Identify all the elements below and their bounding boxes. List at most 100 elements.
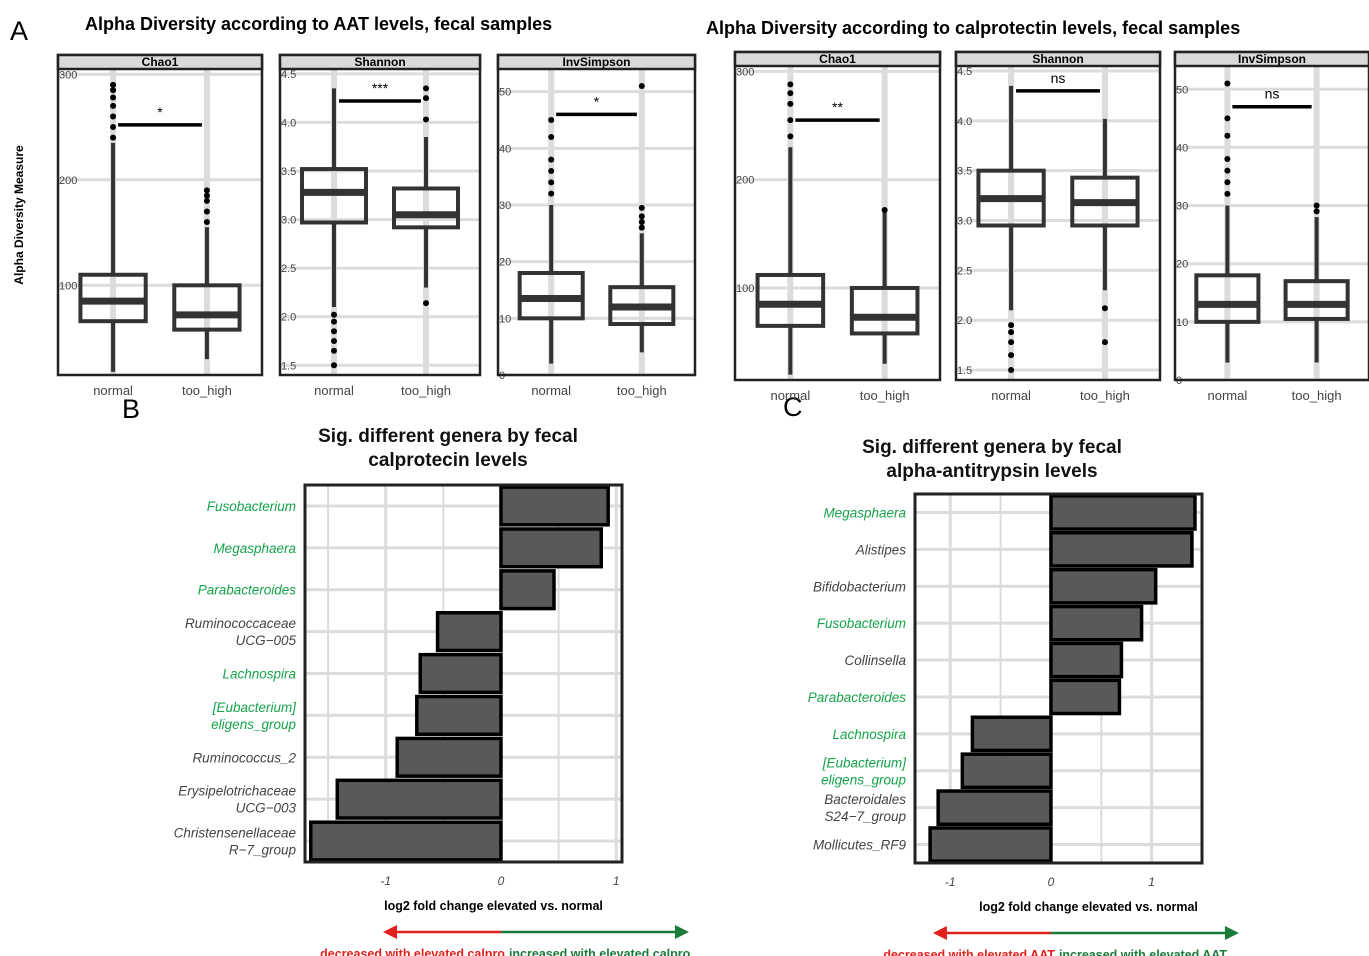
bar bbox=[1049, 494, 1197, 531]
outlier-point bbox=[548, 190, 555, 197]
outlier-point bbox=[548, 156, 555, 163]
outlier-point bbox=[331, 362, 337, 369]
category-label: Ruminococcus_2 bbox=[192, 750, 296, 765]
y-tick-label: 3.0 bbox=[957, 216, 972, 228]
category-label: Lachnospira bbox=[832, 727, 906, 742]
facet-strip bbox=[56, 53, 264, 71]
outlier-point bbox=[110, 94, 117, 101]
y-tick-label: 10 bbox=[499, 313, 511, 325]
bar bbox=[395, 736, 503, 778]
alpha-ylabel: Alpha Diversity Measure bbox=[12, 145, 26, 285]
bar bbox=[335, 778, 503, 820]
outlier-point bbox=[1224, 80, 1231, 87]
x-axis-label: log2 fold change elevated vs. normal bbox=[384, 899, 603, 913]
outlier-point bbox=[1224, 179, 1231, 186]
outlier-point bbox=[1008, 352, 1015, 359]
facet-strip-label: Shannon bbox=[1032, 52, 1083, 66]
bar bbox=[499, 569, 556, 611]
y-tick-label: 1.5 bbox=[957, 365, 972, 377]
outlier-point bbox=[110, 113, 117, 120]
outlier-point bbox=[423, 300, 429, 307]
facet-strip bbox=[733, 50, 942, 68]
decrease-label: decreased with elevated AAT bbox=[883, 948, 1055, 956]
y-tick-label: 3.5 bbox=[281, 166, 296, 178]
increase-arrow-head bbox=[674, 925, 689, 939]
chart-title-line: Sig. different genera by fecal bbox=[862, 437, 1122, 458]
outlier-point bbox=[787, 81, 794, 88]
bar bbox=[309, 820, 503, 862]
category-label: Ruminococcaceae bbox=[185, 616, 296, 631]
category-label: Parabacteroides bbox=[808, 690, 907, 705]
significance-label: *** bbox=[372, 80, 389, 96]
y-tick-label: 20 bbox=[1176, 259, 1188, 271]
outlier-point bbox=[110, 124, 117, 131]
outlier-point bbox=[548, 117, 555, 123]
outlier-point bbox=[881, 207, 888, 214]
bar bbox=[1049, 567, 1158, 605]
facet-0-1: 1.5 2.0 2.5 3.0 3.5 4.0 4.5 normal too_high *** Sh… bbox=[278, 53, 482, 398]
y-tick-label: 4.5 bbox=[281, 69, 296, 81]
decrease-label: decreased with elevated calpro bbox=[320, 947, 505, 956]
increase-arrow-head bbox=[1224, 926, 1239, 940]
y-tick-label: 2.5 bbox=[281, 263, 296, 275]
y-tick-label: 20 bbox=[499, 257, 511, 269]
outlier-point bbox=[1008, 339, 1015, 346]
x-tick-label: too_high bbox=[617, 383, 667, 398]
bar bbox=[928, 826, 1053, 863]
category-label: S24−7_group bbox=[825, 809, 907, 824]
y-tick-label: 2.5 bbox=[957, 265, 972, 277]
outlier-point bbox=[203, 197, 210, 204]
y-tick-label: 4.5 bbox=[957, 66, 972, 78]
bar bbox=[1049, 530, 1194, 568]
outlier-point bbox=[203, 187, 210, 194]
significance-label: * bbox=[157, 104, 163, 120]
significance-label: * bbox=[594, 93, 600, 109]
facet-strip-label: Chao1 bbox=[142, 55, 179, 69]
category-label: Megasphaera bbox=[213, 541, 296, 556]
outlier-point bbox=[548, 134, 555, 140]
category-label: Alistipes bbox=[855, 542, 907, 557]
category-label: Lachnospira bbox=[222, 667, 296, 682]
bar bbox=[418, 652, 503, 695]
x-tick-label: -1 bbox=[380, 874, 391, 888]
outlier-point bbox=[1313, 208, 1320, 215]
y-tick-label: 300 bbox=[736, 66, 754, 78]
facet-0-0: 100 200 300 normal too_high * Chao1 bbox=[56, 53, 264, 398]
outlier-point bbox=[1101, 339, 1108, 346]
outlier-point bbox=[331, 347, 337, 354]
outlier-point bbox=[110, 134, 117, 141]
decrease-arrow-head bbox=[932, 926, 947, 940]
outlier-point bbox=[548, 179, 555, 186]
category-label: eligens_group bbox=[211, 717, 296, 732]
outlier-point bbox=[1313, 202, 1320, 209]
y-tick-label: 3.5 bbox=[957, 166, 972, 178]
box bbox=[849, 285, 920, 336]
box bbox=[392, 186, 460, 230]
x-tick-label: too_high bbox=[182, 383, 232, 398]
outlier-point bbox=[423, 116, 429, 123]
outlier-point bbox=[1224, 190, 1231, 197]
aat-alpha-title: Alpha Diversity according to AAT levels,… bbox=[85, 14, 552, 34]
outlier-point bbox=[638, 213, 645, 220]
chart-title-line: Sig. different genera by fecal bbox=[318, 426, 578, 447]
x-tick-label: too_high bbox=[1292, 388, 1342, 403]
category-label: Fusobacterium bbox=[207, 499, 296, 514]
category-label: Bacteroidales bbox=[824, 792, 906, 807]
outlier-point bbox=[203, 219, 210, 225]
outlier-point bbox=[1224, 132, 1231, 139]
outlier-point bbox=[1224, 156, 1231, 163]
bar bbox=[960, 752, 1053, 790]
outlier-point bbox=[423, 85, 429, 92]
y-tick-label: 2.0 bbox=[281, 312, 296, 324]
bar bbox=[1049, 604, 1144, 642]
aat-genera-chart: Sig. different genera by fecal alpha-anti… bbox=[808, 437, 1239, 956]
outlier-point bbox=[787, 117, 794, 124]
outlier-point bbox=[331, 338, 337, 344]
category-label: Erysipelotrichaceae bbox=[178, 784, 296, 799]
x-tick-label: -1 bbox=[945, 875, 956, 889]
outlier-point bbox=[110, 87, 117, 94]
facet-1-0: 100 200 300 normal too_high ** Chao1 bbox=[733, 50, 942, 403]
outlier-point bbox=[203, 208, 210, 215]
